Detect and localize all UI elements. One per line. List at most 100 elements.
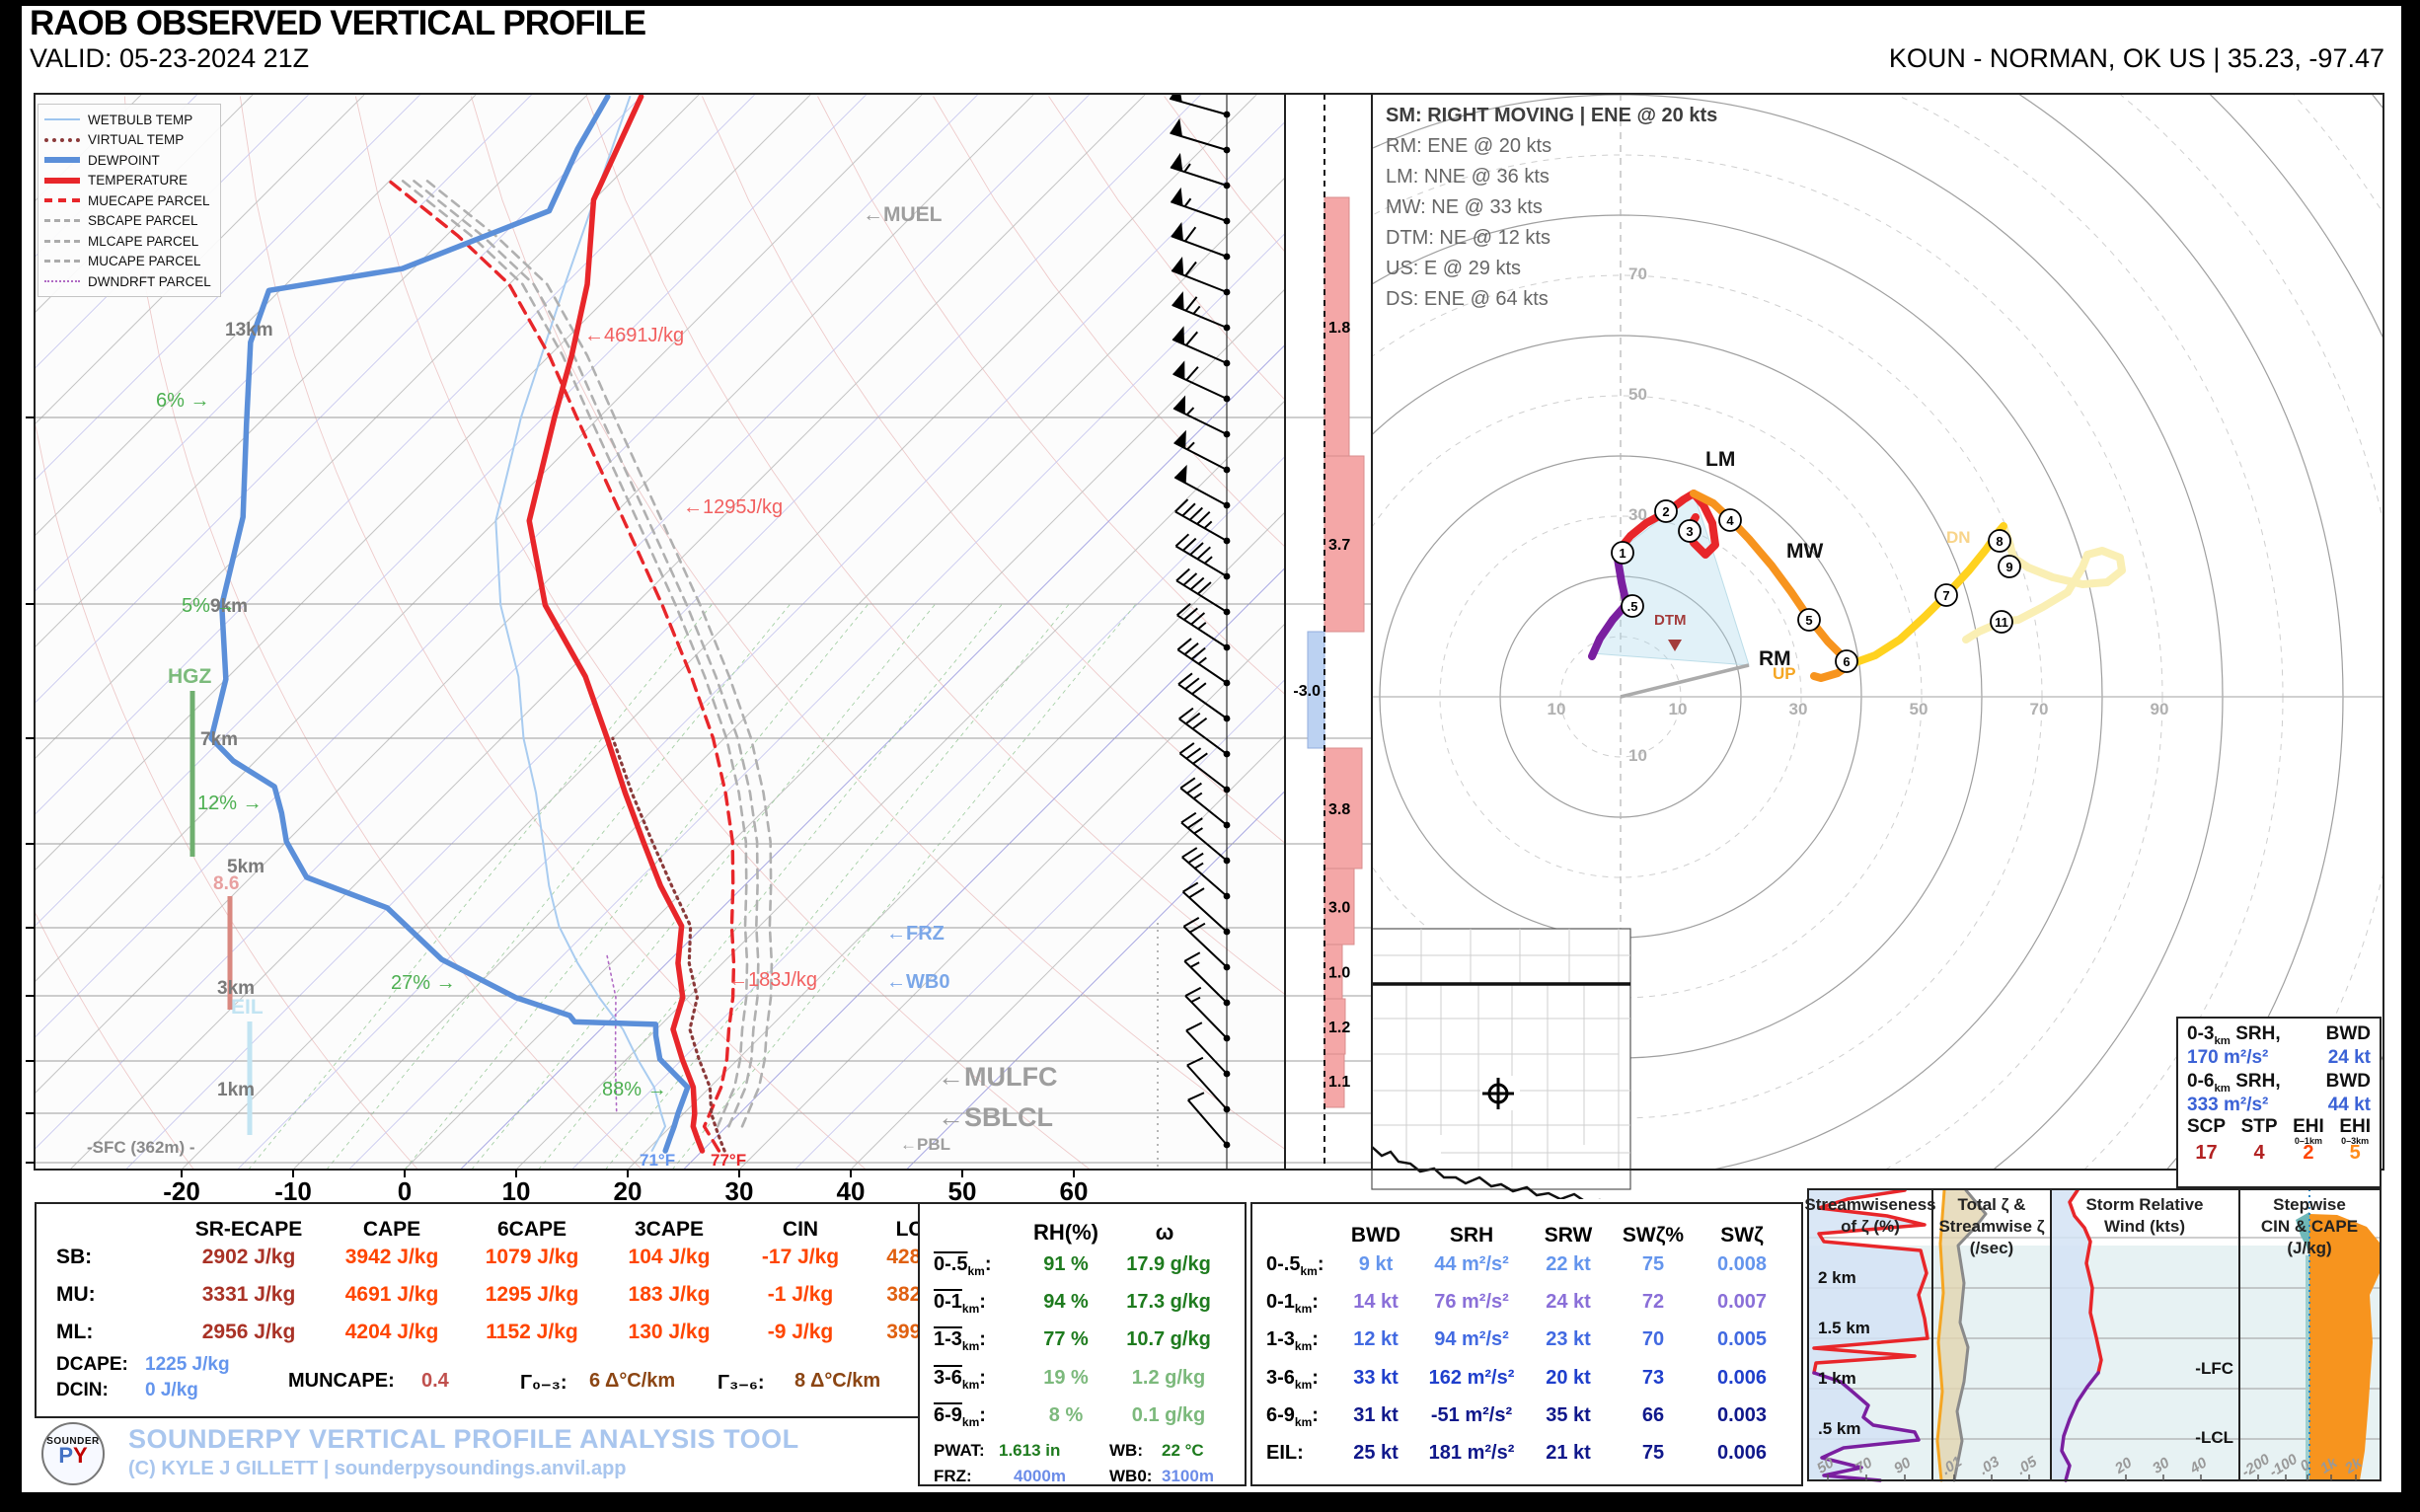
dry-adiabat	[354, 96, 1090, 1169]
barb-full	[1186, 817, 1203, 829]
legend-swatch-muecape-icon	[44, 198, 80, 203]
dry-adiabat	[123, 96, 643, 1169]
wind-barb	[1170, 187, 1231, 225]
omega-bar-value: 3.8	[1328, 801, 1350, 818]
barb-base-dot	[1223, 928, 1231, 936]
barb-full	[1189, 542, 1204, 556]
hodo-height-marker	[1797, 608, 1821, 632]
barb-full	[1191, 682, 1207, 695]
hodo-height-marker-label: 5	[1805, 613, 1812, 628]
kinematics-value: 73	[1641, 1367, 1665, 1389]
thermo-value: 4691 J/kg	[344, 1283, 439, 1306]
kinematics-value: 75	[1641, 1253, 1665, 1275]
legend-item-sbcape: SBCAPE PARCEL	[44, 211, 214, 232]
moist-adiabat	[683, 567, 1284, 1169]
wind-barb	[1172, 360, 1231, 403]
lapse-rate-0-3-label: Γ₀₋₃:	[520, 1372, 567, 1394]
cape-parcel-trace	[401, 180, 749, 1128]
legend-swatch-wetbulb-icon	[44, 118, 80, 121]
skewt-annotation: HGZ	[168, 665, 212, 688]
logo-text-py: PY	[58, 1443, 88, 1468]
barb-half	[1186, 441, 1195, 451]
barb-full	[1181, 502, 1196, 517]
kinematics-row-label: 3-6km:	[1266, 1367, 1319, 1392]
wind-barb	[1170, 152, 1231, 189]
barb-half	[1203, 520, 1213, 529]
rh-value: 94 %	[1043, 1291, 1089, 1313]
isotherm	[36, 95, 477, 536]
pwat-value: 1.613 in	[999, 1441, 1061, 1460]
skewt-plot-area	[36, 95, 1284, 1169]
moist-adiabat	[460, 344, 1284, 1169]
kinematics-header: SRH	[1449, 1224, 1494, 1247]
barb-staff	[1174, 545, 1228, 577]
logo-text-top: SOUNDER	[46, 1436, 100, 1447]
hodo-ring-label: 50	[1910, 700, 1928, 718]
barb-full	[1185, 747, 1202, 760]
barb-pennant	[1170, 117, 1183, 137]
thermo-value: 2902 J/kg	[201, 1246, 296, 1268]
kinematics-header: SRW	[1544, 1224, 1593, 1247]
panel-title: CIN & CAPE	[2261, 1217, 2358, 1236]
barb-full	[1180, 811, 1197, 824]
barb-staff	[1181, 856, 1228, 897]
barb-staff	[1176, 614, 1228, 648]
hodo-trace-9km-plus	[1962, 522, 2126, 643]
skewt-annotation: ←PBL	[900, 1135, 950, 1154]
kinematics-value: 12 kt	[1353, 1328, 1399, 1350]
moist-adiabat	[36, 95, 1091, 1150]
barb-base-dot	[1223, 892, 1231, 900]
barb-full	[1187, 1092, 1205, 1101]
skewt-annotation: ←MULFC	[938, 1062, 1057, 1092]
pressure-tick-label: 800	[20, 1046, 22, 1076]
hodo-motion-label-rm: RM	[1759, 647, 1791, 670]
storm-motion-line: US: E @ 29 kts	[1386, 258, 1522, 279]
skewt-annotation: 8.6	[213, 873, 239, 894]
barb-half	[1185, 407, 1195, 416]
barb-full	[1179, 777, 1196, 790]
thermo-header: 6CAPE	[496, 1218, 567, 1241]
temp-tick-label: 0	[398, 1176, 412, 1204]
srh-bwd-summary-box: 0-3km SRH, BWD 170 m²/s² 24 kt 0-6km SRH, BWD…	[2176, 1017, 2382, 1188]
barb-base-dot	[1223, 146, 1231, 154]
wind-barb	[1177, 672, 1231, 722]
thermo-value: 3331 J/kg	[201, 1283, 296, 1306]
kinematics-row-label: 6-9km:	[1266, 1404, 1319, 1429]
thermo-value: 2956 J/kg	[201, 1321, 296, 1343]
hodo-height-marker	[1621, 594, 1644, 618]
thermo-value: 1152 J/kg	[486, 1321, 578, 1343]
barb-staff	[1182, 926, 1228, 968]
barb-base-dot	[1223, 963, 1231, 971]
legend-item-dwndrft: DWNDRFT PARCEL	[44, 271, 214, 292]
pressure-tick-label: 500	[20, 829, 22, 859]
omega-bar-value: 3.7	[1328, 537, 1350, 554]
humidity-table: RH(%) ω 0-.5km: 91 % 17.9 g/kg 0-1km: 94 % 17.3…	[918, 1202, 1247, 1486]
barb-half	[1183, 163, 1191, 173]
kinematics-value: 35 kt	[1546, 1404, 1591, 1426]
omega-bar-value: 3.0	[1328, 900, 1350, 917]
wind-barb	[1183, 951, 1231, 1007]
barb-full	[1192, 752, 1208, 765]
barb-full	[1183, 607, 1198, 621]
dcin-value: 0 J/kg	[145, 1380, 198, 1400]
hodo-height-marker	[1654, 499, 1678, 523]
footer-credit: (C) KYLE J GILLETT | sounderpysoundings.…	[128, 1458, 627, 1479]
legend-label: VIRTUAL TEMP	[88, 132, 185, 148]
station-label: KOUN - NORMAN, OK US | 35.23, -97.47	[1888, 43, 2384, 73]
stepwise-cin-fill	[2296, 1212, 2309, 1255]
barb-full	[1197, 581, 1212, 595]
wind-barb	[1178, 742, 1231, 794]
skewt-annotation: ←MUEL	[863, 203, 943, 226]
kinematics-header: SWζ	[1720, 1224, 1764, 1247]
barb-base-dot	[1223, 253, 1231, 261]
barb-staff	[1170, 166, 1228, 187]
barb-base-dot	[1223, 324, 1231, 332]
barb-staff	[1185, 1029, 1228, 1075]
hodo-height-marker-label: 6	[1843, 654, 1850, 669]
barb-pennant	[1172, 326, 1184, 345]
wind-barb	[1173, 429, 1231, 474]
barb-staff	[1172, 372, 1228, 400]
barb-full	[1185, 331, 1199, 346]
